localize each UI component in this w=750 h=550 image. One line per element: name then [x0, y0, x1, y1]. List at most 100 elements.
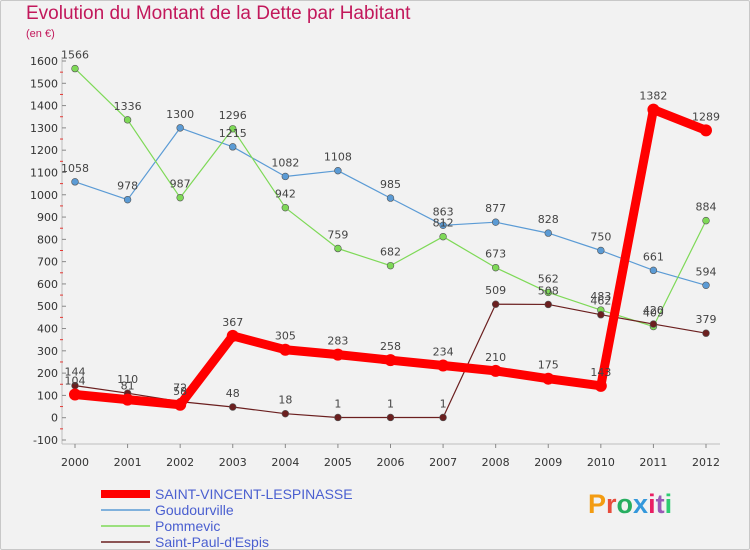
y-tick-label: 700 — [37, 256, 58, 269]
data-point — [176, 124, 184, 132]
data-point — [437, 359, 450, 372]
y-tick-label: 300 — [37, 345, 58, 358]
x-tick-label: 2001 — [114, 456, 142, 469]
x-tick-label: 2000 — [61, 456, 89, 469]
data-label: 1215 — [219, 127, 247, 140]
data-label: 1296 — [219, 109, 247, 122]
data-point — [174, 398, 187, 411]
data-label: 18 — [278, 394, 292, 407]
data-point — [334, 166, 342, 175]
data-label: 884 — [696, 201, 717, 214]
y-tick-label: 1500 — [30, 77, 58, 90]
data-label: 367 — [222, 316, 243, 329]
legend-label: Goudourville — [155, 502, 234, 518]
data-label: 1566 — [61, 49, 89, 62]
data-point — [702, 281, 710, 289]
data-point — [700, 124, 712, 137]
data-point — [597, 246, 605, 255]
series-line — [74, 127, 707, 286]
data-label: 750 — [590, 231, 611, 244]
data-point — [279, 343, 292, 356]
data-point — [176, 193, 184, 202]
data-label: 210 — [485, 351, 506, 364]
data-point — [281, 203, 290, 212]
x-tick-label: 2011 — [639, 456, 667, 469]
legend-label: Pommevic — [155, 518, 220, 534]
data-label: 483 — [590, 290, 611, 303]
data-point — [71, 178, 79, 186]
data-label: 409 — [643, 307, 664, 320]
data-point — [544, 229, 552, 237]
y-tick-label: 1600 — [30, 55, 58, 68]
data-point — [229, 403, 237, 411]
data-label: 1336 — [114, 100, 142, 113]
data-label: 104 — [65, 375, 86, 388]
data-label: 1289 — [692, 110, 720, 123]
data-point — [386, 194, 395, 202]
data-point — [281, 172, 290, 181]
data-label: 462 — [590, 295, 611, 308]
data-point — [544, 288, 552, 297]
legend-label: SAINT-VINCENT-LESPINASSE — [155, 486, 353, 502]
data-point — [649, 320, 658, 328]
data-label: 143 — [590, 366, 611, 379]
data-label: 987 — [170, 178, 191, 191]
data-label: 144 — [65, 366, 86, 379]
chart-title: Evolution du Montant de la Dette par Hab… — [26, 3, 411, 24]
data-point — [491, 300, 500, 308]
data-label: 1 — [387, 397, 394, 410]
data-label: 175 — [538, 359, 559, 372]
data-point — [647, 103, 660, 116]
data-point — [489, 364, 502, 377]
x-tick-label: 2005 — [324, 456, 352, 469]
data-point — [649, 266, 658, 275]
data-point — [439, 413, 447, 422]
data-point — [71, 64, 79, 73]
y-tick-label: 1100 — [30, 166, 58, 179]
data-point — [597, 311, 605, 319]
data-point — [384, 354, 397, 367]
proxiti-logo: Proxiti — [588, 489, 673, 519]
data-point — [544, 300, 552, 309]
data-label: 305 — [275, 330, 296, 343]
data-label: 1 — [440, 397, 447, 410]
data-label: 942 — [275, 188, 296, 201]
data-label: 978 — [117, 180, 138, 193]
data-point — [439, 232, 447, 241]
legend-label: Saint-Paul-d'Espis — [155, 534, 269, 550]
x-tick-label: 2008 — [482, 456, 510, 469]
data-label: 1 — [334, 397, 341, 410]
data-label: 682 — [380, 246, 401, 259]
data-label: 508 — [538, 284, 559, 297]
y-tick-label: -100 — [33, 434, 58, 447]
data-label: 81 — [121, 380, 135, 393]
data-label: 58 — [173, 385, 187, 398]
data-label: 258 — [380, 340, 401, 353]
data-point — [331, 348, 344, 361]
data-label: 379 — [696, 313, 717, 326]
data-label: 1382 — [639, 90, 667, 103]
y-tick-label: 1400 — [30, 100, 58, 113]
data-label: 1082 — [271, 156, 299, 169]
data-label: 594 — [696, 265, 717, 278]
y-tick-label: 500 — [37, 300, 58, 313]
y-tick-label: 100 — [37, 389, 58, 402]
data-label: 985 — [380, 178, 401, 191]
data-point — [229, 125, 237, 133]
data-label: 72 — [173, 382, 187, 395]
x-tick-label: 2007 — [429, 456, 457, 469]
data-label: 234 — [433, 346, 454, 359]
data-point — [439, 221, 447, 230]
x-tick-label: 2009 — [534, 456, 562, 469]
data-label: 877 — [485, 202, 506, 215]
y-tick-label: 0 — [51, 412, 58, 425]
x-tick-label: 2004 — [271, 456, 299, 469]
data-point — [386, 413, 395, 422]
data-point — [702, 216, 710, 225]
data-label: 509 — [485, 284, 506, 297]
data-label: 661 — [643, 250, 664, 263]
data-point — [226, 329, 239, 342]
data-label: 48 — [226, 387, 240, 400]
data-label: 673 — [485, 248, 506, 261]
data-label: 562 — [538, 272, 559, 285]
